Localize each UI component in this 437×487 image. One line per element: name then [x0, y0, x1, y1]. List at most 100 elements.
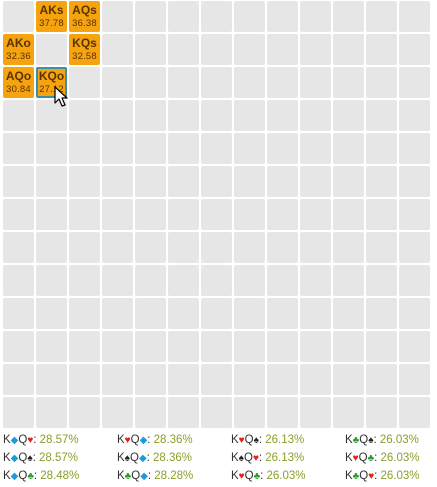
empty-hand-cell[interactable]: [102, 166, 133, 197]
empty-hand-cell[interactable]: [366, 397, 397, 428]
empty-hand-cell[interactable]: [168, 34, 199, 65]
empty-hand-cell[interactable]: [168, 364, 199, 395]
empty-hand-cell[interactable]: [366, 34, 397, 65]
empty-hand-cell[interactable]: [234, 298, 265, 329]
empty-hand-cell[interactable]: [69, 397, 100, 428]
empty-hand-cell[interactable]: [366, 199, 397, 230]
empty-hand-cell[interactable]: [3, 265, 34, 296]
empty-hand-cell[interactable]: [267, 298, 298, 329]
empty-hand-cell[interactable]: [333, 232, 364, 263]
empty-hand-cell[interactable]: [3, 133, 34, 164]
empty-hand-cell[interactable]: [36, 397, 67, 428]
empty-hand-cell[interactable]: [300, 166, 331, 197]
empty-hand-cell[interactable]: [366, 298, 397, 329]
empty-hand-cell[interactable]: [333, 397, 364, 428]
empty-hand-cell[interactable]: [399, 364, 430, 395]
empty-hand-cell[interactable]: [135, 298, 166, 329]
empty-hand-cell[interactable]: [267, 265, 298, 296]
empty-hand-cell[interactable]: [300, 100, 331, 131]
empty-hand-cell[interactable]: [300, 265, 331, 296]
empty-hand-cell[interactable]: [333, 67, 364, 98]
empty-hand-cell[interactable]: [201, 100, 232, 131]
empty-hand-cell[interactable]: [267, 397, 298, 428]
empty-hand-cell[interactable]: [201, 397, 232, 428]
empty-hand-cell[interactable]: [399, 331, 430, 362]
empty-hand-cell[interactable]: [36, 34, 67, 65]
empty-hand-cell[interactable]: [234, 100, 265, 131]
empty-hand-cell[interactable]: [234, 232, 265, 263]
empty-hand-cell[interactable]: [36, 331, 67, 362]
empty-hand-cell[interactable]: [102, 364, 133, 395]
empty-hand-cell[interactable]: [267, 364, 298, 395]
empty-hand-cell[interactable]: [234, 1, 265, 32]
empty-hand-cell[interactable]: [333, 133, 364, 164]
hand-cell-aqo[interactable]: AQo 30.84: [3, 67, 34, 98]
hand-cell-aks[interactable]: AKs 37.78: [36, 1, 67, 32]
empty-hand-cell[interactable]: [69, 166, 100, 197]
empty-hand-cell[interactable]: [399, 232, 430, 263]
empty-hand-cell[interactable]: [3, 166, 34, 197]
empty-hand-cell[interactable]: [399, 1, 430, 32]
empty-hand-cell[interactable]: [234, 265, 265, 296]
empty-hand-cell[interactable]: [69, 199, 100, 230]
empty-hand-cell[interactable]: [168, 133, 199, 164]
empty-hand-cell[interactable]: [333, 100, 364, 131]
empty-hand-cell[interactable]: [135, 199, 166, 230]
empty-hand-cell[interactable]: [300, 133, 331, 164]
empty-hand-cell[interactable]: [102, 298, 133, 329]
hand-cell-ako[interactable]: AKo 32.36: [3, 34, 34, 65]
empty-hand-cell[interactable]: [3, 364, 34, 395]
empty-hand-cell[interactable]: [201, 232, 232, 263]
empty-hand-cell[interactable]: [201, 331, 232, 362]
empty-hand-cell[interactable]: [102, 100, 133, 131]
empty-hand-cell[interactable]: [102, 67, 133, 98]
empty-hand-cell[interactable]: [168, 166, 199, 197]
empty-hand-cell[interactable]: [366, 100, 397, 131]
empty-hand-cell[interactable]: [366, 67, 397, 98]
empty-hand-cell[interactable]: [36, 232, 67, 263]
empty-hand-cell[interactable]: [69, 298, 100, 329]
empty-hand-cell[interactable]: [399, 133, 430, 164]
empty-hand-cell[interactable]: [267, 34, 298, 65]
empty-hand-cell[interactable]: [201, 133, 232, 164]
empty-hand-cell[interactable]: [3, 331, 34, 362]
empty-hand-cell[interactable]: [234, 397, 265, 428]
empty-hand-cell[interactable]: [102, 133, 133, 164]
empty-hand-cell[interactable]: [201, 298, 232, 329]
empty-hand-cell[interactable]: [201, 364, 232, 395]
empty-hand-cell[interactable]: [3, 100, 34, 131]
empty-hand-cell[interactable]: [300, 199, 331, 230]
empty-hand-cell[interactable]: [333, 298, 364, 329]
empty-hand-cell[interactable]: [36, 298, 67, 329]
empty-hand-cell[interactable]: [36, 199, 67, 230]
empty-hand-cell[interactable]: [333, 166, 364, 197]
empty-hand-cell[interactable]: [333, 331, 364, 362]
empty-hand-cell[interactable]: [201, 166, 232, 197]
empty-hand-cell[interactable]: [168, 100, 199, 131]
empty-hand-cell[interactable]: [366, 133, 397, 164]
empty-hand-cell[interactable]: [201, 1, 232, 32]
empty-hand-cell[interactable]: [201, 34, 232, 65]
empty-hand-cell[interactable]: [366, 265, 397, 296]
empty-hand-cell[interactable]: [69, 232, 100, 263]
empty-hand-cell[interactable]: [300, 364, 331, 395]
empty-hand-cell[interactable]: [135, 265, 166, 296]
empty-hand-cell[interactable]: [168, 397, 199, 428]
empty-hand-cell[interactable]: [135, 364, 166, 395]
empty-hand-cell[interactable]: [102, 397, 133, 428]
empty-hand-cell[interactable]: [300, 397, 331, 428]
empty-hand-cell[interactable]: [3, 397, 34, 428]
empty-hand-cell[interactable]: [102, 34, 133, 65]
empty-hand-cell[interactable]: [267, 100, 298, 131]
empty-hand-cell[interactable]: [36, 133, 67, 164]
empty-hand-cell[interactable]: [234, 34, 265, 65]
empty-hand-cell[interactable]: [267, 199, 298, 230]
empty-hand-cell[interactable]: [201, 199, 232, 230]
empty-hand-cell[interactable]: [135, 166, 166, 197]
empty-hand-cell[interactable]: [168, 199, 199, 230]
empty-hand-cell[interactable]: [399, 397, 430, 428]
empty-hand-cell[interactable]: [201, 265, 232, 296]
empty-hand-cell[interactable]: [234, 364, 265, 395]
empty-hand-cell[interactable]: [267, 67, 298, 98]
empty-hand-cell[interactable]: [234, 166, 265, 197]
